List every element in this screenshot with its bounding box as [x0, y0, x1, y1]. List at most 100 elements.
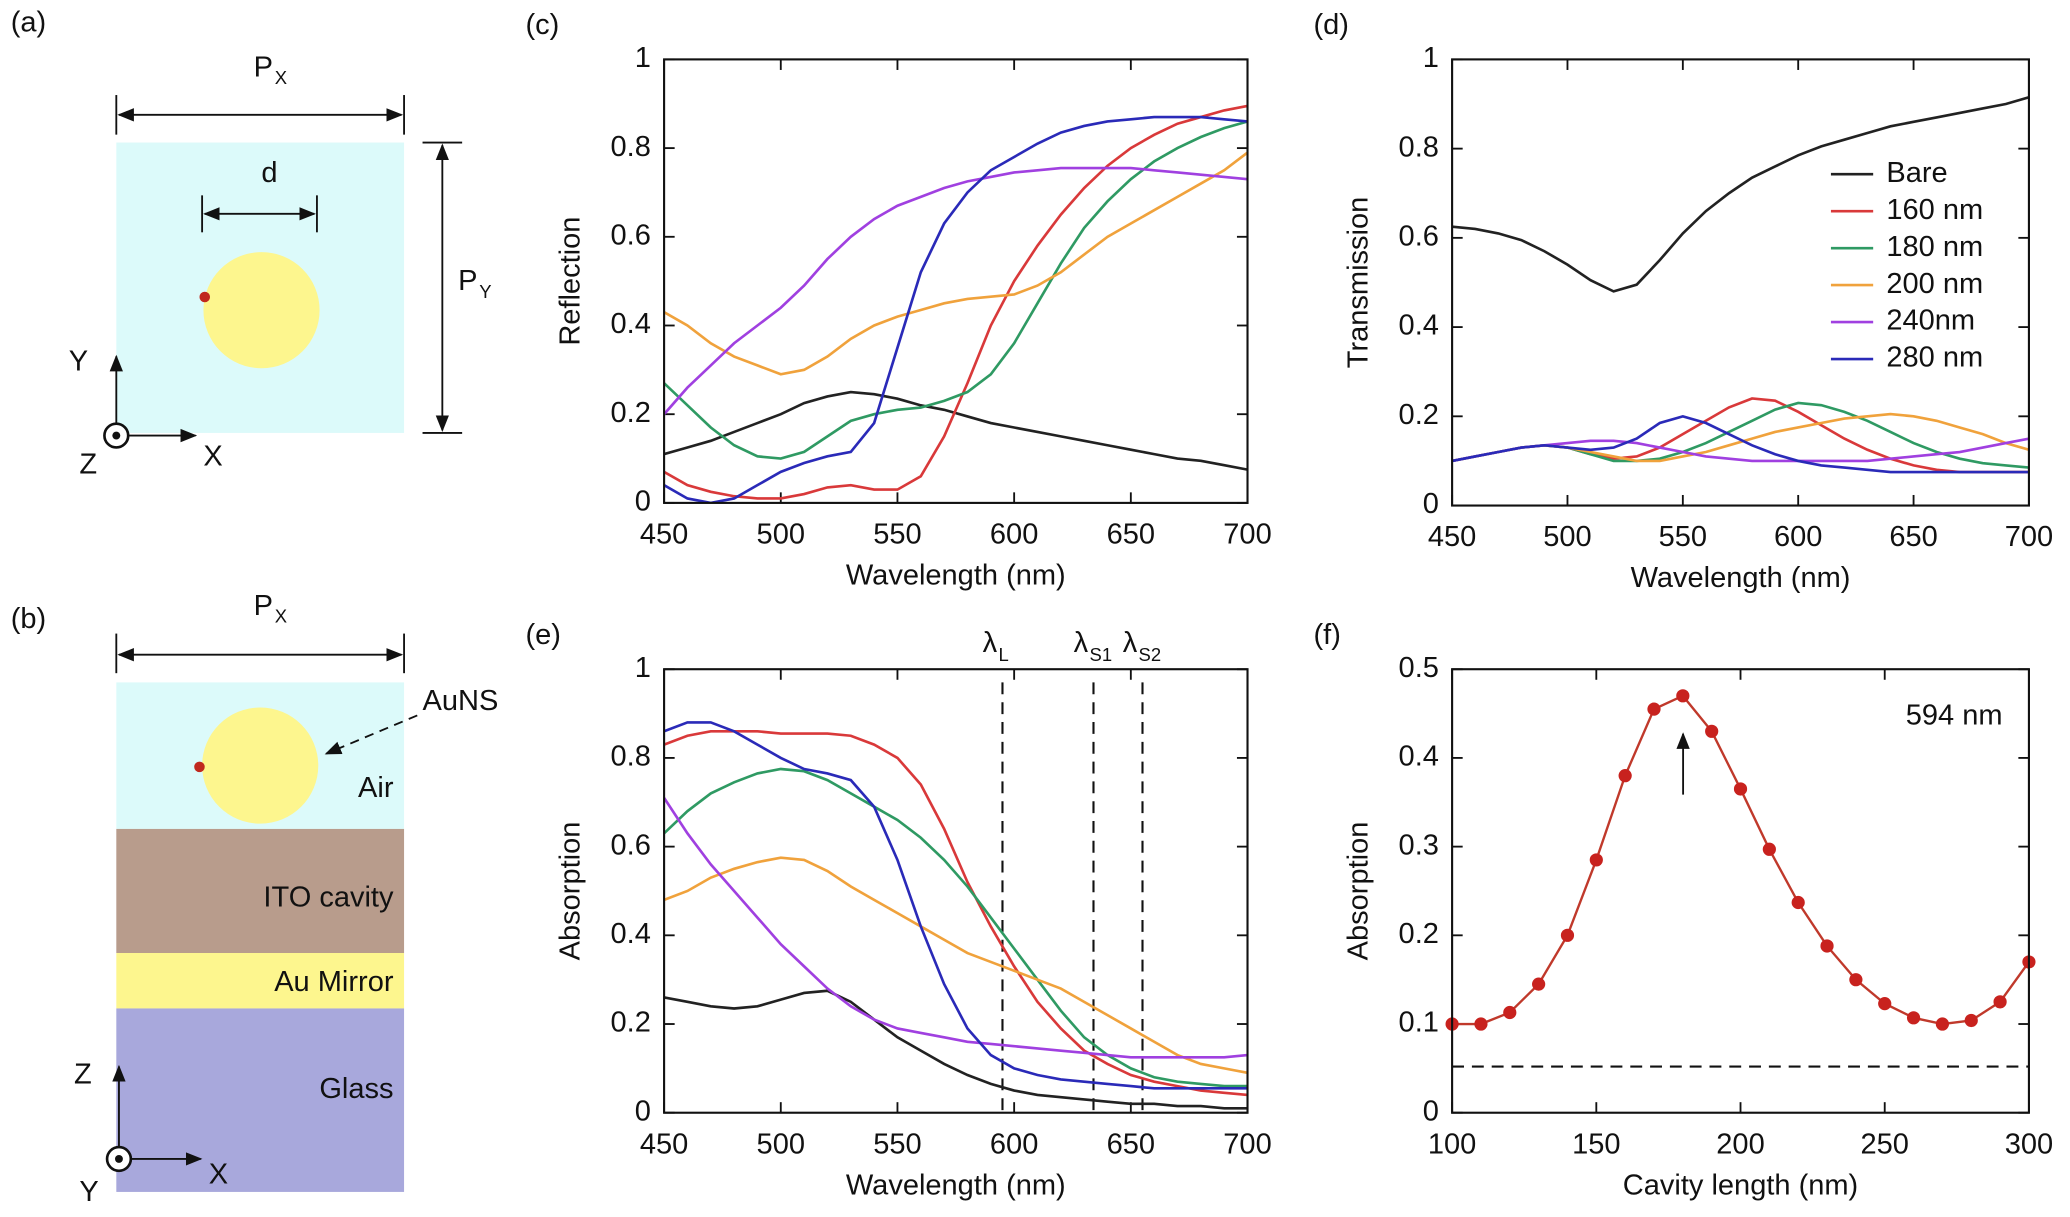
- data-point: [1532, 977, 1546, 991]
- reference-sub: L: [999, 644, 1009, 665]
- x-axis-title: Wavelength (nm): [1631, 562, 1851, 594]
- px-sub: X: [275, 67, 287, 88]
- dipole: [194, 761, 205, 773]
- layer-label: ITO cavity: [263, 882, 394, 914]
- legend-label: 160 nm: [1886, 194, 1983, 226]
- series-line: [664, 989, 1248, 1110]
- series-line: [1452, 414, 2029, 474]
- y-tick-label: 0.2: [611, 1007, 651, 1039]
- x-tick-label: 550: [873, 519, 921, 551]
- chart: (f) Cavity length (nm) Absorption 100 150 200…: [1314, 619, 2054, 1201]
- series-line: [664, 166, 1248, 416]
- pointer-arrow: [324, 714, 418, 755]
- panel-a: (a) P X d P Y Y X Z: [11, 6, 492, 480]
- y-axis-title: Absorption: [554, 822, 586, 961]
- series-line: [664, 797, 1248, 1059]
- series-line: [664, 721, 1248, 1090]
- y-axis-title: Reflection: [554, 217, 586, 346]
- plot-frame: [1451, 58, 2030, 507]
- y-tick-label: 1: [1423, 42, 1439, 74]
- axis-label: Y: [69, 346, 88, 378]
- layer-label: Au Mirror: [274, 966, 394, 998]
- plot-frame: [663, 668, 1249, 1114]
- panel-label: (f): [1314, 619, 1341, 651]
- data-point: [1878, 997, 1892, 1011]
- nanosphere: [203, 252, 320, 369]
- chart: (c) Wavelength (nm) Reflection 450 500 550 600…: [525, 9, 1271, 591]
- chart: (d) Wavelength (nm) Transmission 450 500 550 6…: [1314, 9, 2054, 594]
- y-tick-label: 0.6: [611, 829, 651, 861]
- y-tick-label: 0: [1423, 488, 1439, 520]
- y-tick-label: 1: [635, 42, 651, 74]
- x-tick-label: 650: [1107, 519, 1155, 551]
- x-tick-label: 150: [1572, 1128, 1620, 1160]
- panel-label: (a): [11, 6, 46, 38]
- y-tick-label: 0: [635, 486, 651, 518]
- y-tick-label: 0.4: [1399, 310, 1439, 342]
- annotation: 594 nm: [1906, 699, 2003, 731]
- axis-label: Z: [74, 1058, 92, 1090]
- series-line: [1452, 96, 2029, 293]
- y-tick-label: 0.6: [1399, 221, 1439, 253]
- px-label: P: [254, 590, 273, 622]
- data-point: [1618, 769, 1632, 783]
- panel-label: (b): [11, 603, 46, 635]
- data-point: [1993, 995, 2007, 1009]
- y-tick-label: 0.4: [1399, 741, 1439, 773]
- x-tick-label: 450: [640, 519, 688, 551]
- glass-layer: [116, 1008, 405, 1192]
- panel-label: (c): [525, 9, 559, 41]
- data-point: [1705, 724, 1719, 738]
- axis-label: Z: [79, 449, 97, 481]
- y-tick-label: 0: [635, 1095, 651, 1127]
- series-line: [664, 767, 1248, 1088]
- data-point: [1474, 1017, 1488, 1031]
- series-line: [664, 729, 1248, 1097]
- y-tick-label: 0.1: [1399, 1007, 1439, 1039]
- series-line: [1452, 694, 2029, 1026]
- y-tick-label: 0.2: [1399, 399, 1439, 431]
- data-point: [1964, 1013, 1978, 1028]
- series-line: [664, 120, 1248, 460]
- y-tick-label: 0.4: [611, 918, 651, 950]
- data-point: [1647, 702, 1661, 716]
- reference-label: λ: [1123, 627, 1138, 659]
- data-point: [1935, 1017, 1950, 1031]
- x-tick-label: 250: [1861, 1128, 1909, 1160]
- data-point: [1589, 853, 1603, 867]
- y-tick-label: 0.8: [611, 131, 651, 163]
- d-label: d: [261, 157, 277, 189]
- x-tick-label: 600: [1774, 521, 1822, 553]
- series-line: [664, 856, 1248, 1075]
- data-point: [1733, 782, 1748, 796]
- x-tick-label: 700: [2005, 521, 2053, 553]
- x-tick-label: 650: [1107, 1128, 1155, 1160]
- y-tick-label: 0.2: [1399, 918, 1439, 950]
- x-axis-title: Wavelength (nm): [846, 1169, 1066, 1201]
- x-tick-label: 600: [990, 1128, 1038, 1160]
- x-tick-label: 300: [2005, 1128, 2053, 1160]
- layer-label: Glass: [319, 1073, 393, 1105]
- ito-layer: [116, 828, 405, 954]
- series-line: [664, 390, 1248, 471]
- data-point: [1762, 842, 1776, 856]
- y-tick-label: 0.2: [611, 397, 651, 429]
- x-tick-label: 700: [1223, 519, 1271, 551]
- plot-frame: [1451, 668, 2030, 1114]
- data-point: [1906, 1011, 1921, 1025]
- data-point: [1820, 939, 1834, 953]
- series-line: [1452, 401, 2029, 469]
- particle-label: AuNS: [423, 685, 499, 717]
- plot-frame: [663, 58, 1249, 504]
- x-axis-title: Wavelength (nm): [846, 559, 1066, 591]
- x-tick-label: 550: [873, 1128, 921, 1160]
- data-point: [1849, 973, 1863, 987]
- x-tick-label: 700: [1223, 1128, 1271, 1160]
- axis-label: X: [203, 441, 222, 473]
- x-tick-label: 450: [640, 1128, 688, 1160]
- panel-label: (e): [525, 619, 560, 651]
- x-tick-label: 550: [1659, 521, 1707, 553]
- y-tick-label: 0.8: [611, 741, 651, 773]
